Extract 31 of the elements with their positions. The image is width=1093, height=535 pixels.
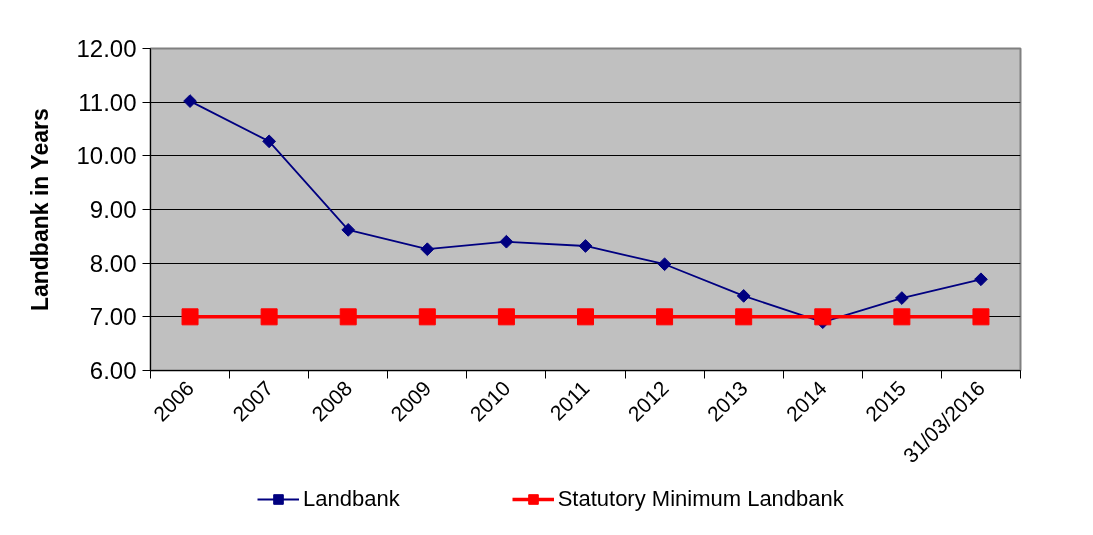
y-tick-label: 7.00 <box>89 303 137 331</box>
point <box>499 234 514 249</box>
y-tick-label: 6.00 <box>89 357 137 384</box>
point <box>183 94 197 108</box>
point <box>341 223 356 237</box>
y-tick-label: 11.00 <box>78 88 137 116</box>
point <box>418 308 436 326</box>
point <box>893 308 911 326</box>
point <box>895 291 909 305</box>
point <box>181 308 199 326</box>
y-tick-label: 10.00 <box>76 142 137 170</box>
point <box>657 257 672 272</box>
point <box>339 308 357 326</box>
point <box>736 289 751 303</box>
legend-label: Statutory Minimum Landbank <box>557 486 844 512</box>
point <box>262 134 276 149</box>
point <box>814 308 832 326</box>
y-tick-label: 9.00 <box>89 196 137 223</box>
legend-label: Landbank <box>303 486 400 512</box>
point <box>577 308 594 326</box>
point <box>497 308 515 326</box>
y-axis-title: Landbank in Years <box>27 108 54 312</box>
point <box>420 242 435 257</box>
point <box>656 308 674 326</box>
point <box>972 308 990 326</box>
point <box>974 272 988 287</box>
point <box>260 308 278 326</box>
point <box>578 239 593 253</box>
y-tick-label: 8.00 <box>89 249 137 277</box>
point <box>735 308 753 326</box>
y-tick-label: 12.00 <box>76 35 137 62</box>
